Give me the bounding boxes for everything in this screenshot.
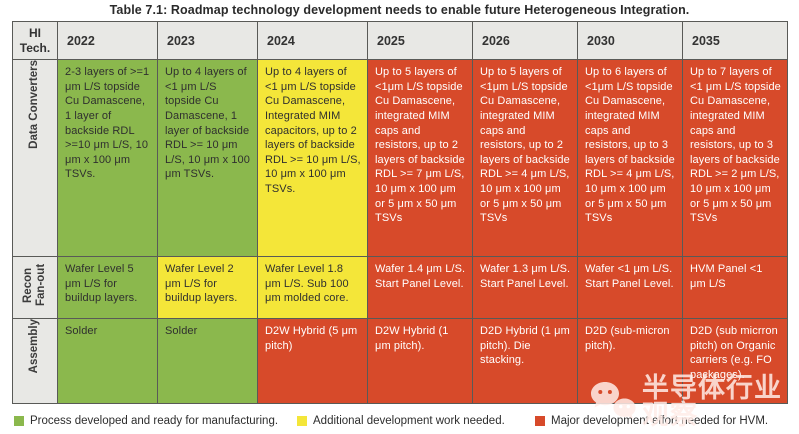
year-header-2026: 2026 xyxy=(472,21,578,60)
table-cell: D2D (sub micrron pitch) on Organic carri… xyxy=(682,318,788,404)
table-cell: D2W Hybrid (1 μm pitch). xyxy=(367,318,473,404)
table-cell: Up to 5 layers of <1μm L/S topside Cu Da… xyxy=(472,59,578,257)
table-cell: Wafer 1.3 μm L/S. Start Panel Level. xyxy=(472,256,578,319)
table-cell: Wafer <1 μm L/S. Start Panel Level. xyxy=(577,256,683,319)
row-label-recon-fan-out: Recon Fan-out xyxy=(12,256,58,319)
table-row-data-converters: Data Converters 2-3 layers of >=1 μm L/S… xyxy=(12,59,788,257)
roadmap-table-container: HI Tech. 2022 2023 2024 2025 2026 2030 2… xyxy=(12,21,799,404)
yellow-swatch-icon xyxy=(297,416,307,426)
legend-label: Major development effort needed for HVM. xyxy=(551,415,769,427)
table-cell: Wafer 1.4 μm L/S. Start Panel Level. xyxy=(367,256,473,319)
table-cell: Up to 4 layers of <1 μm L/S topside Cu D… xyxy=(257,59,368,257)
year-header-2023: 2023 xyxy=(157,21,258,60)
table-cell: 2-3 layers of >=1 μm L/S topside Cu Dama… xyxy=(57,59,158,257)
table-cell: Up to 5 layers of <1μm L/S topside Cu Da… xyxy=(367,59,473,257)
legend: Process developed and ready for manufact… xyxy=(0,413,799,434)
table-cell: HVM Panel <1 μm L/S xyxy=(682,256,788,319)
row-label-text: Data Converters xyxy=(28,60,41,149)
table-cell: Up to 7 layers of <1 μm L/S topside Cu D… xyxy=(682,59,788,257)
legend-item-yellow: Additional development work needed. xyxy=(297,415,505,427)
corner-header-hi-tech: HI Tech. xyxy=(12,21,58,60)
table-cell: D2W Hybrid (5 μm pitch) xyxy=(257,318,368,404)
row-label-text: Assembly xyxy=(28,319,41,374)
table-title: Table 7.1: Roadmap technology developmen… xyxy=(109,3,690,17)
table-cell: D2D Hybrid (1 μm pitch). Die stacking. xyxy=(472,318,578,404)
legend-label: Process developed and ready for manufact… xyxy=(30,415,279,427)
year-header-2024: 2024 xyxy=(257,21,368,60)
legend-item-green: Process developed and ready for manufact… xyxy=(14,415,278,427)
row-label-assembly: Assembly xyxy=(12,318,58,404)
red-swatch-icon xyxy=(535,416,545,426)
row-label-data-converters: Data Converters xyxy=(12,59,58,257)
table-cell: Up to 4 layers of <1 μm L/S topside Cu D… xyxy=(157,59,258,257)
legend-label: Additional development work needed. xyxy=(313,415,505,427)
year-header-2022: 2022 xyxy=(57,21,158,60)
table-cell: Up to 6 layers of <1μm L/S topside Cu Da… xyxy=(577,59,683,257)
row-label-text: Recon Fan-out xyxy=(21,263,47,307)
table-row-assembly: Assembly Solder Solder D2W Hybrid (5 μm … xyxy=(12,318,788,404)
table-cell: Wafer Level 1.8 μm L/S. Sub 100 μm molde… xyxy=(257,256,368,319)
table-cell: Solder xyxy=(57,318,158,404)
green-swatch-icon xyxy=(14,416,24,426)
legend-item-red: Major development effort needed for HVM. xyxy=(535,415,768,427)
table-cell: Wafer Level 5 μm L/S for buildup layers. xyxy=(57,256,158,319)
header-row: HI Tech. 2022 2023 2024 2025 2026 2030 2… xyxy=(12,21,788,60)
table-cell: Wafer Level 2 μm L/S for buildup layers. xyxy=(157,256,258,319)
year-header-2025: 2025 xyxy=(367,21,473,60)
roadmap-table: HI Tech. 2022 2023 2024 2025 2026 2030 2… xyxy=(12,21,788,404)
table-cell: Solder xyxy=(157,318,258,404)
year-header-2035: 2035 xyxy=(682,21,788,60)
year-header-2030: 2030 xyxy=(577,21,683,60)
table-row-recon-fan-out: Recon Fan-out Wafer Level 5 μm L/S for b… xyxy=(12,256,788,319)
table-cell: D2D (sub-micron pitch). xyxy=(577,318,683,404)
